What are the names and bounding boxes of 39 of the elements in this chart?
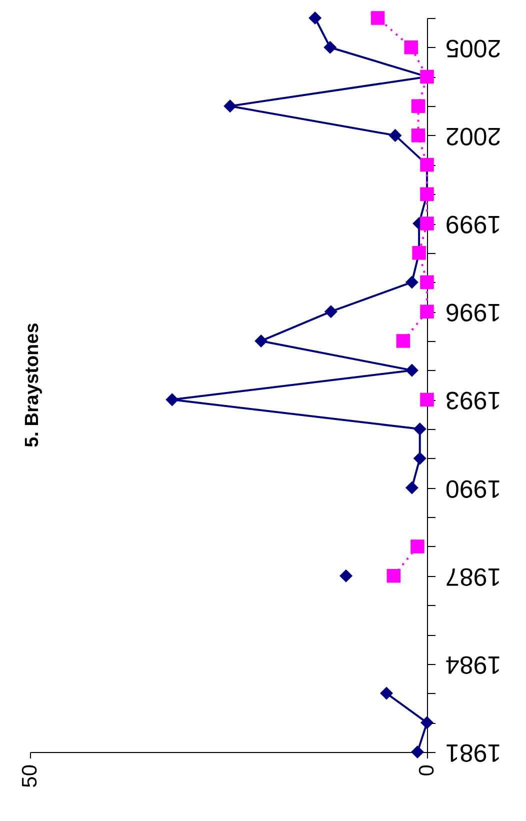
x-tick-label: 0	[416, 764, 438, 776]
y-tick-label: 1993	[446, 386, 502, 414]
point	[420, 216, 434, 230]
point	[308, 11, 322, 25]
point	[413, 452, 426, 465]
point	[411, 128, 426, 142]
point	[413, 422, 426, 436]
point	[410, 540, 424, 554]
y-tick-label: 2005	[446, 34, 502, 62]
point	[420, 392, 434, 407]
point	[420, 304, 434, 318]
point	[410, 745, 424, 759]
point	[396, 334, 410, 348]
point	[420, 716, 434, 730]
point	[388, 128, 402, 142]
y-tick-label: 1987	[446, 562, 502, 590]
point	[405, 364, 418, 377]
point	[404, 40, 418, 54]
point	[405, 276, 418, 289]
point	[411, 99, 426, 113]
point	[380, 686, 394, 700]
y-tick-label: 1984	[445, 650, 502, 678]
x-tick-label: 50	[18, 764, 42, 788]
y-tick-label: 2002	[446, 122, 502, 150]
point	[324, 305, 338, 318]
y-tick-label: 1999	[446, 210, 502, 238]
y-tick-label: 1990	[446, 474, 502, 502]
point	[166, 393, 179, 406]
y-tick-label: 1981	[446, 738, 502, 766]
point	[254, 334, 268, 348]
point	[339, 569, 353, 582]
point	[224, 100, 237, 113]
text: 5. Braystones	[22, 322, 43, 448]
point	[420, 275, 434, 290]
point	[405, 481, 418, 494]
y-tick-label: 1996	[446, 298, 502, 326]
point	[324, 40, 337, 54]
point	[370, 11, 385, 25]
point	[386, 568, 401, 583]
